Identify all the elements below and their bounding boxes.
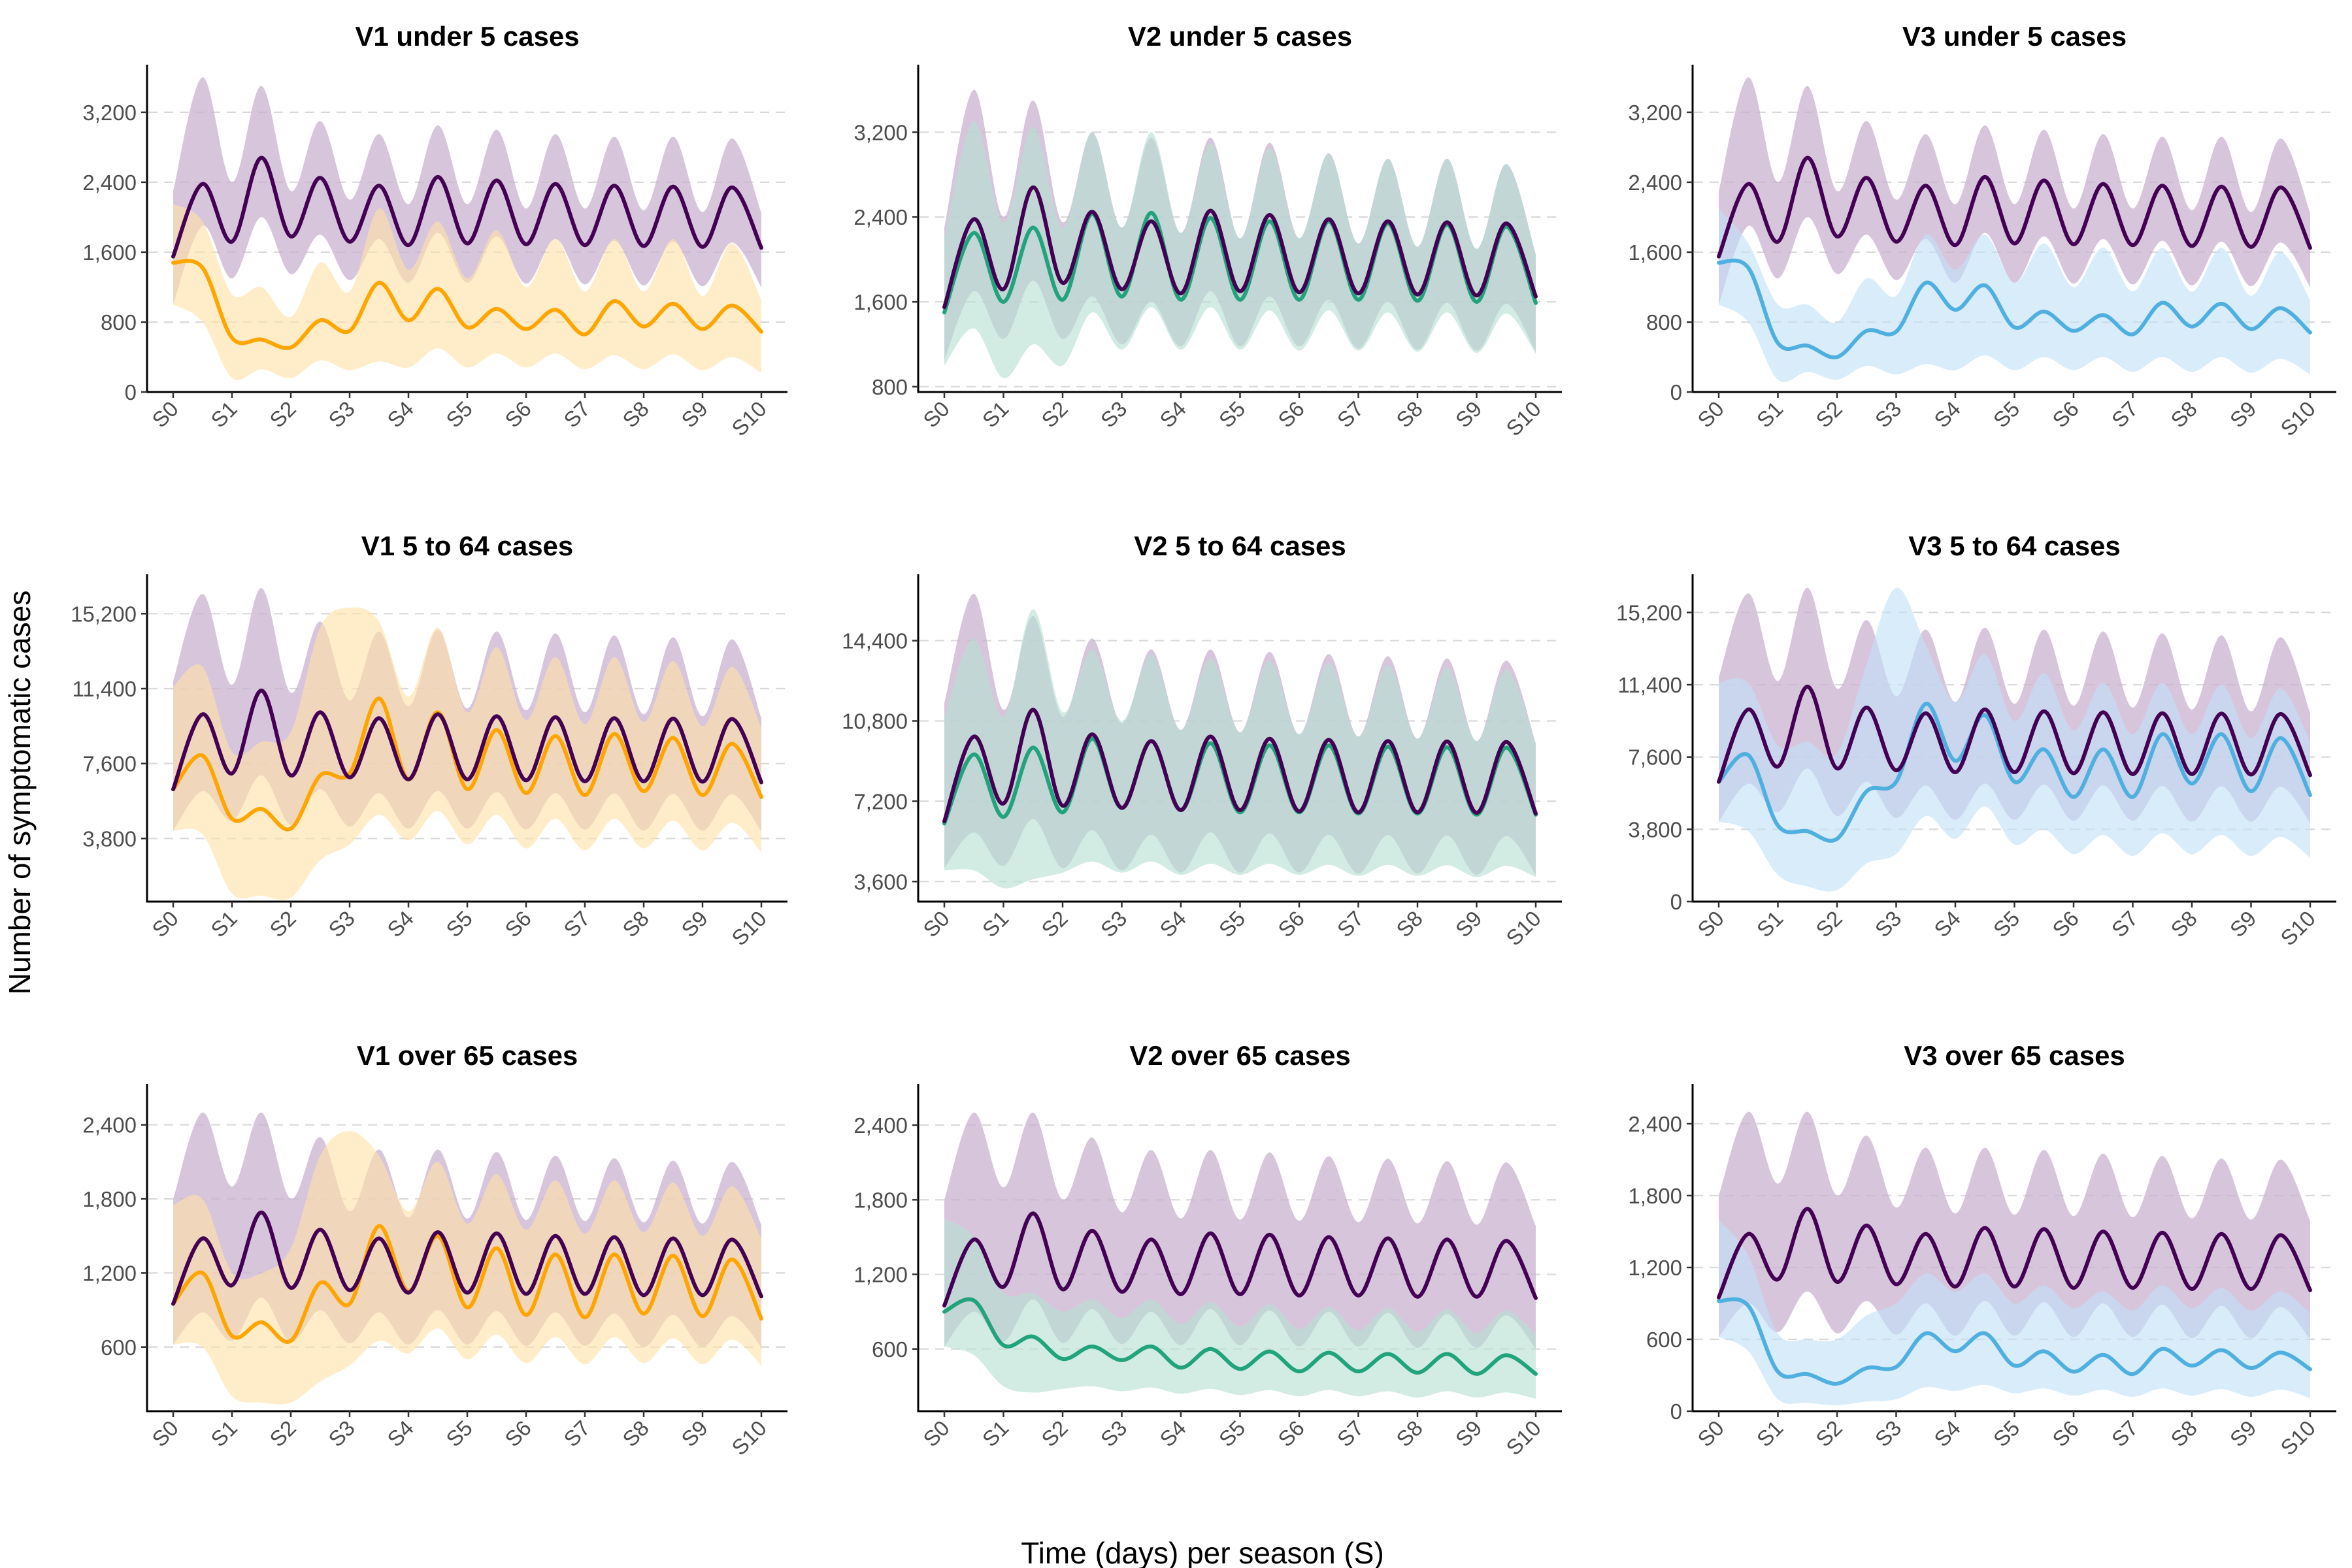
y-tick-label: 800 bbox=[101, 310, 137, 335]
baseline-series-line bbox=[942, 708, 1538, 824]
y-tick-label: 1,600 bbox=[82, 240, 137, 265]
y-tick-label: 2,400 bbox=[82, 171, 137, 195]
y-tick-label: 10,800 bbox=[842, 709, 908, 733]
y-tick-label: 600 bbox=[1646, 1328, 1682, 1352]
y-tick-label: 3,200 bbox=[1628, 101, 1682, 125]
baseline-uncertainty-band bbox=[173, 77, 761, 305]
y-tick-label: 3,800 bbox=[82, 826, 137, 851]
panel-title: V1 5 to 64 cases bbox=[361, 531, 574, 561]
figure-y-axis-label: Number of symptomatic cases bbox=[3, 591, 37, 995]
y-tick-label: 7,600 bbox=[1628, 745, 1682, 770]
baseline-uncertainty-band bbox=[944, 1113, 1536, 1349]
y-tick-label: 11,400 bbox=[73, 677, 137, 701]
V2-uncertainty-band bbox=[944, 122, 1536, 379]
baseline-series-line bbox=[942, 1211, 1538, 1308]
baseline-series-line bbox=[942, 185, 1538, 310]
V3-series-line bbox=[1717, 258, 2312, 359]
panel-title: V2 5 to 64 cases bbox=[1134, 531, 1346, 561]
V2-uncertainty-band bbox=[944, 609, 1536, 889]
V1-series-line bbox=[171, 259, 763, 350]
panel-title: V1 over 65 cases bbox=[357, 1040, 578, 1071]
y-tick-label: 2,400 bbox=[853, 205, 908, 229]
y-tick-label: 2,400 bbox=[82, 1113, 137, 1137]
baseline-series-line bbox=[171, 155, 763, 259]
V1-series-line bbox=[171, 1224, 763, 1344]
panel-title: V3 over 65 cases bbox=[1904, 1040, 2125, 1071]
baseline-series-line bbox=[1717, 155, 2312, 259]
V3-uncertainty-band bbox=[1719, 208, 2310, 382]
baseline-uncertainty-band bbox=[1719, 77, 2310, 305]
y-tick-label: 2,400 bbox=[853, 1113, 908, 1137]
y-tick-label: 15,200 bbox=[1616, 600, 1682, 625]
panel-title: V2 over 65 cases bbox=[1129, 1040, 1351, 1071]
V3-series-line bbox=[1717, 1297, 2312, 1386]
y-tick-label: 1,200 bbox=[1628, 1256, 1682, 1280]
y-tick-label: 0 bbox=[125, 380, 137, 404]
y-tick-label: 0 bbox=[1670, 1399, 1682, 1424]
axis-lines bbox=[146, 1084, 787, 1413]
baseline-series-line bbox=[171, 688, 763, 791]
axis-lines bbox=[917, 1084, 1562, 1413]
panel-title: V3 5 to 64 cases bbox=[1908, 531, 2121, 561]
y-tick-label: 3,200 bbox=[853, 120, 908, 144]
y-tick-label: 2,400 bbox=[1628, 171, 1682, 195]
baseline-uncertainty-band bbox=[1719, 1111, 2310, 1339]
y-tick-label: 600 bbox=[872, 1337, 908, 1362]
axis-lines bbox=[146, 574, 787, 903]
y-tick-label: 1,600 bbox=[853, 290, 908, 314]
y-tick-label: 11,400 bbox=[1618, 673, 1682, 697]
y-tick-label: 1,800 bbox=[1628, 1184, 1682, 1208]
y-tick-label: 1,800 bbox=[853, 1188, 908, 1212]
V3-uncertainty-band bbox=[1719, 587, 2310, 892]
panel-title: V3 under 5 cases bbox=[1902, 21, 2127, 52]
y-tick-label: 0 bbox=[1670, 890, 1682, 914]
axis-lines bbox=[917, 65, 1562, 393]
panel-title: V2 under 5 cases bbox=[1128, 21, 1352, 52]
y-tick-label: 1,800 bbox=[82, 1187, 137, 1211]
figure-x-axis-label: Time (days) per season (S) bbox=[1021, 1536, 1384, 1568]
V1-series-line bbox=[171, 696, 763, 832]
V3-uncertainty-band bbox=[1719, 1219, 2310, 1405]
V1-uncertainty-band bbox=[173, 204, 761, 380]
y-tick-label: 14,400 bbox=[842, 629, 908, 653]
y-tick-label: 2,400 bbox=[1628, 1112, 1682, 1136]
y-tick-label: 800 bbox=[1646, 310, 1682, 335]
y-tick-label: 600 bbox=[101, 1335, 137, 1360]
baseline-series-line bbox=[1717, 1207, 2312, 1299]
y-tick-label: 800 bbox=[872, 375, 908, 399]
V2-series-line bbox=[942, 1297, 1538, 1376]
y-tick-label: 3,800 bbox=[1628, 817, 1682, 841]
y-tick-label: 15,200 bbox=[71, 602, 137, 626]
baseline-series-line bbox=[171, 1210, 763, 1306]
panel-6: V3 5 to 64 cases03,8007,60011,40015,200S… bbox=[1616, 531, 2336, 950]
panel-4: V1 5 to 64 cases3,8007,60011,40015,200S0… bbox=[71, 531, 787, 950]
axis-lines bbox=[917, 574, 1562, 903]
V1-uncertainty-band bbox=[173, 607, 761, 900]
V3-series-line bbox=[1717, 702, 2312, 843]
y-tick-label: 7,600 bbox=[82, 752, 137, 776]
y-tick-label: 1,200 bbox=[82, 1261, 137, 1285]
y-tick-label: 0 bbox=[1670, 380, 1682, 404]
panel-5: V2 5 to 64 cases3,6007,20010,80014,400S0… bbox=[842, 531, 1562, 950]
y-tick-label: 1,600 bbox=[1628, 240, 1682, 265]
y-tick-label: 3,200 bbox=[82, 101, 137, 125]
y-tick-label: 7,200 bbox=[853, 789, 908, 813]
panel-title: V1 under 5 cases bbox=[355, 21, 579, 52]
baseline-series-line bbox=[1717, 684, 2312, 784]
y-tick-label: 3,600 bbox=[853, 870, 908, 894]
V1-uncertainty-band bbox=[173, 1131, 761, 1405]
y-tick-label: 1,200 bbox=[853, 1263, 908, 1287]
